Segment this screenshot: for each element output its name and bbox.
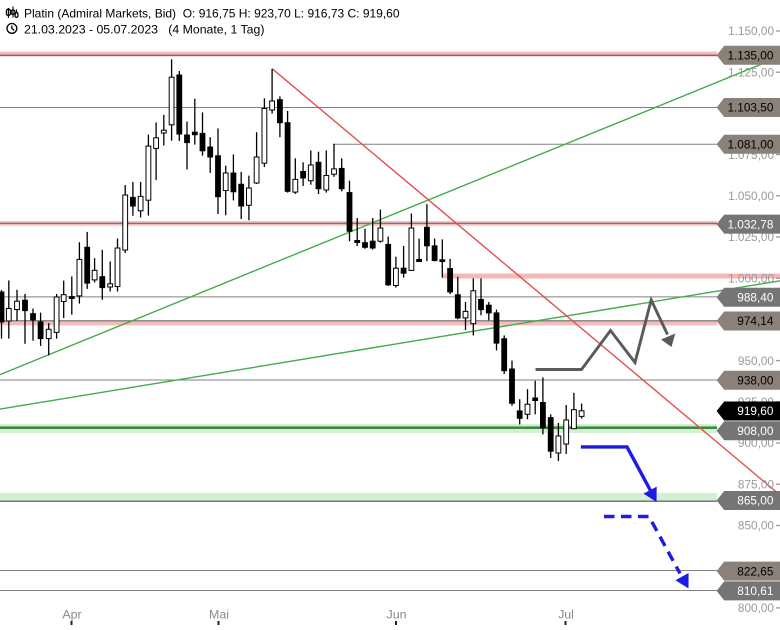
svg-text:1.032,78: 1.032,78 bbox=[727, 217, 773, 231]
svg-text:Mai: Mai bbox=[209, 608, 229, 622]
svg-text:1.025,00: 1.025,00 bbox=[728, 230, 774, 244]
svg-text:974,14: 974,14 bbox=[737, 314, 774, 328]
svg-text:1.150,00: 1.150,00 bbox=[728, 24, 774, 38]
svg-text:Jul: Jul bbox=[558, 608, 574, 622]
svg-text:988,40: 988,40 bbox=[737, 290, 774, 304]
svg-text:1.000,00: 1.000,00 bbox=[728, 271, 774, 285]
svg-text:1.103,50: 1.103,50 bbox=[727, 101, 773, 115]
svg-text:865,00: 865,00 bbox=[737, 494, 774, 508]
svg-text:875,00: 875,00 bbox=[738, 477, 775, 491]
svg-text:908,00: 908,00 bbox=[737, 424, 774, 438]
svg-text:938,00: 938,00 bbox=[737, 373, 774, 387]
svg-text:850,00: 850,00 bbox=[738, 519, 775, 533]
svg-text:Platin (Admiral Markets, Bid): Platin (Admiral Markets, Bid) O: 916,75 … bbox=[24, 7, 400, 21]
svg-text:1.050,00: 1.050,00 bbox=[728, 189, 774, 203]
svg-text:822,65: 822,65 bbox=[737, 564, 774, 578]
svg-text:800,00: 800,00 bbox=[738, 601, 775, 615]
svg-text:1.125,00: 1.125,00 bbox=[728, 65, 774, 79]
svg-text:950,00: 950,00 bbox=[738, 354, 775, 368]
svg-text:919,60: 919,60 bbox=[737, 404, 774, 418]
svg-text:1.135,00: 1.135,00 bbox=[727, 49, 773, 63]
svg-text:Jun: Jun bbox=[387, 608, 407, 622]
svg-text:1.081,00: 1.081,00 bbox=[727, 137, 773, 151]
svg-text:810,61: 810,61 bbox=[737, 584, 773, 598]
svg-text:21.03.2023 - 05.07.2023 (4 M: 21.03.2023 - 05.07.2023 (4 Monate, 1 Tag… bbox=[24, 23, 264, 37]
svg-text:Apr: Apr bbox=[62, 608, 81, 622]
